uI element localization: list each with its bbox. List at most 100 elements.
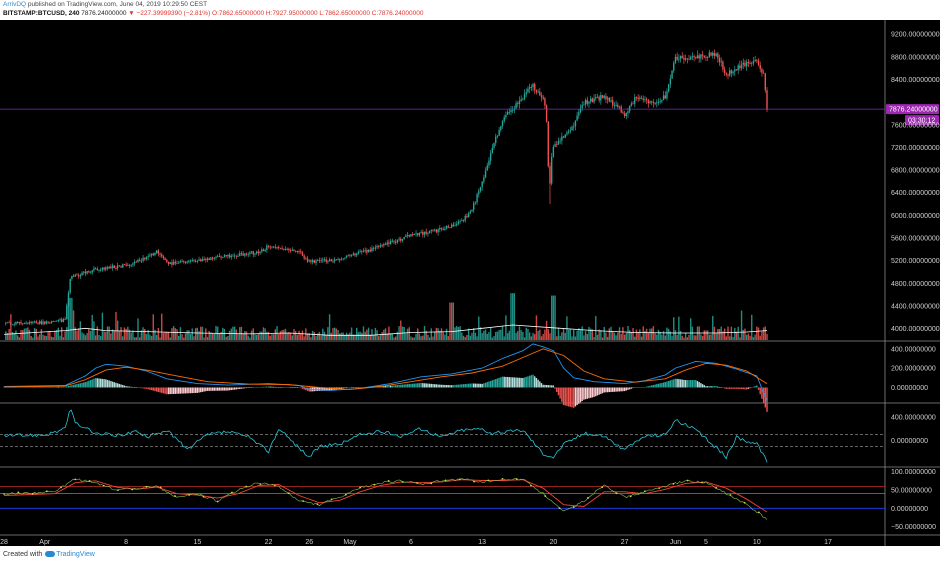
macd-histogram-bar (625, 387, 627, 391)
macd-histogram-bar (159, 387, 161, 393)
candle-body (444, 228, 446, 230)
volume-bar (461, 332, 463, 340)
macd-histogram-bar (50, 386, 53, 388)
candle-body (598, 96, 600, 101)
macd-histogram-bar (751, 387, 753, 388)
macd-histogram-bar (86, 381, 88, 388)
macd-histogram-bar (550, 385, 553, 388)
volume-bar (549, 333, 551, 340)
macd-histogram-bar (484, 382, 487, 388)
macd-histogram-bar (183, 387, 185, 394)
candle-body (264, 249, 266, 252)
price-tick-label: 4800.00000000 (891, 281, 940, 288)
candle-body (132, 263, 134, 265)
macd-histogram-bar (45, 386, 48, 388)
candle-body (66, 305, 68, 320)
macd-histogram-bar (91, 379, 93, 388)
candle-body (298, 251, 300, 252)
volume-bar (684, 332, 687, 340)
candle-body (74, 274, 76, 277)
volume-bar (359, 331, 361, 340)
tradingview-brand[interactable]: TradingView (56, 551, 95, 558)
candle-body (737, 65, 739, 71)
volume-bar (634, 336, 636, 340)
volume-bar (76, 330, 78, 340)
macd-histogram-bar (603, 387, 605, 393)
volume-bar (169, 337, 171, 340)
macd-histogram-bar (249, 387, 251, 388)
candle-body (125, 264, 127, 266)
volume-bar (317, 333, 319, 340)
volume-bar (323, 331, 326, 340)
volume-bar (476, 336, 478, 340)
candle-body (47, 321, 49, 323)
candle-body (352, 253, 355, 255)
author-name[interactable]: ArrivDQ (3, 1, 27, 8)
volume-bar (189, 333, 192, 340)
volume-bar (49, 331, 51, 340)
candle-body (656, 102, 658, 104)
candle-body (372, 248, 375, 250)
candle-body (206, 258, 209, 261)
volume-bar (333, 327, 336, 340)
macd-histogram-bar (169, 387, 171, 395)
candle-body (272, 246, 275, 248)
macd-histogram-bar (528, 375, 531, 388)
volume-bar (737, 326, 739, 340)
stoch-dot (715, 487, 718, 489)
candle-body (508, 111, 510, 113)
candle-body (517, 103, 519, 104)
candle-body (305, 258, 307, 260)
candle-body (693, 56, 695, 58)
volume-bar (347, 334, 349, 340)
macd-histogram-bar (269, 386, 271, 388)
volume-bar (545, 320, 548, 340)
candle-body (740, 64, 743, 69)
macd-histogram-bar (437, 384, 439, 388)
volume-bar (96, 326, 99, 340)
candle-body (71, 275, 73, 280)
macd-histogram-bar (122, 385, 124, 388)
volume-bar (115, 311, 117, 340)
volume-bar (152, 314, 154, 340)
candle-body (293, 249, 295, 252)
candle-body (283, 249, 285, 250)
candle-body (761, 68, 763, 73)
volume-bar (128, 329, 131, 340)
candle-body (579, 108, 582, 113)
volume-bar (271, 334, 273, 340)
candle-body (403, 236, 405, 240)
macd-histogram-bar (388, 385, 390, 388)
volume-bar (434, 331, 436, 340)
macd-histogram-bar (283, 387, 285, 388)
candle-body (608, 97, 611, 102)
macd-histogram-bar (193, 387, 195, 394)
macd-histogram-bar (403, 384, 405, 388)
macd-histogram-bar (66, 386, 68, 388)
macd-histogram-bar (395, 385, 397, 388)
candle-body (466, 216, 468, 218)
volume-bar (578, 328, 580, 340)
stoch-dot (700, 481, 703, 484)
candle-body (550, 156, 553, 184)
candle-body (501, 121, 504, 127)
price-tick-label: 5200.00000000 (891, 258, 940, 265)
macd-histogram-bar (598, 387, 600, 395)
chart-area[interactable]: 7876.24000000 03:30:12 9200.00000000 8800.… (0, 20, 940, 546)
volume-bar (278, 333, 280, 340)
macd-histogram-bar (656, 384, 658, 388)
candle-body (713, 52, 716, 56)
candle-body (637, 97, 639, 99)
macd-histogram-bar (681, 379, 683, 388)
macd-histogram-bar (208, 387, 210, 391)
candle-body (362, 250, 365, 252)
stoch-dot (558, 507, 561, 510)
macd-histogram-bar (664, 382, 666, 388)
candle-body (40, 321, 43, 324)
macd-histogram-bar (176, 387, 178, 394)
symbol-line: BITSTAMP:BTCUSD, 240 7876.24000000 ▼ −22… (3, 10, 424, 17)
volume-bar (593, 336, 595, 340)
candle-body (130, 264, 132, 266)
macd-histogram-bar (252, 387, 254, 388)
volume-bar (396, 331, 399, 340)
